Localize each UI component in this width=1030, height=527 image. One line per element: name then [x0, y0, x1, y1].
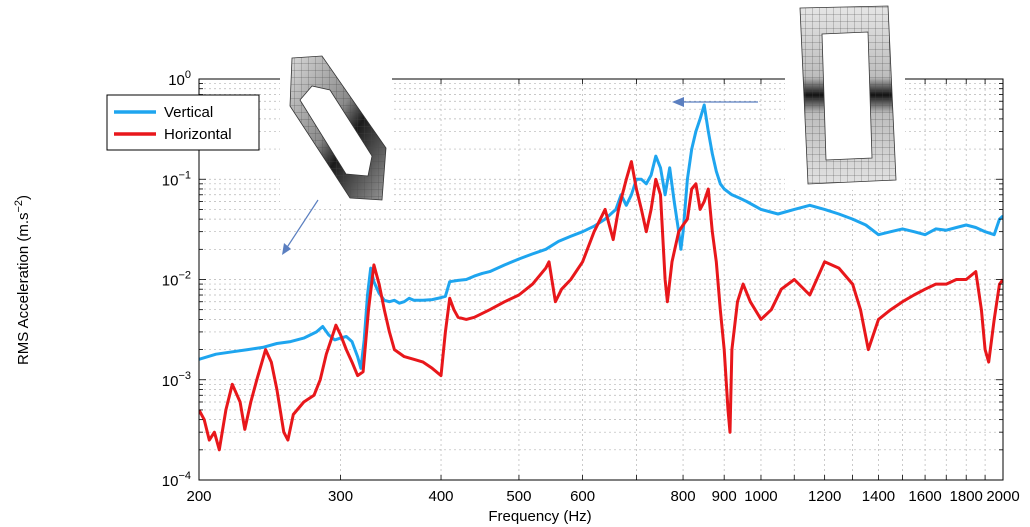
x-tick-label-400: 400 — [429, 488, 454, 505]
y-tick-exponent: −1 — [178, 169, 191, 181]
x-tick-label-1000: 1000 — [744, 488, 777, 505]
x-tick-label-200: 200 — [186, 488, 211, 505]
y-axis-title-main: RMS Acceleration (m.s — [15, 213, 32, 366]
series-layer — [199, 103, 1003, 452]
y-axis-title-exponent: −2 — [13, 200, 25, 213]
legend: Vertical Horizontal — [106, 94, 260, 151]
y-tick-base: 10 — [162, 172, 179, 189]
x-tick-label-1400: 1400 — [862, 488, 895, 505]
y-tick-base: 10 — [162, 373, 179, 390]
mode-shape-inset-330hz — [280, 52, 392, 204]
x-tick-label-2000: 2000 — [986, 488, 1019, 505]
x-tick-label-300: 300 — [328, 488, 353, 505]
y-tick-exponent: 0 — [185, 69, 191, 81]
y-tick-label: 10−2 — [162, 270, 191, 290]
y-tick-base: 10 — [168, 72, 185, 89]
x-tick-label-1200: 1200 — [808, 488, 841, 505]
x-tick-labels: 200 300 400 500 600 800 900 1000 1200 1400 1600 180… — [186, 488, 1019, 505]
y-axis-title-close: ) — [15, 195, 32, 200]
y-tick-label: 10−1 — [162, 169, 191, 189]
y-tick-label: 100 — [168, 69, 191, 89]
y-tick-base: 10 — [162, 273, 179, 290]
y-tick-exponent: −4 — [178, 470, 191, 482]
x-tick-label-600: 600 — [570, 488, 595, 505]
mode-shape-inset-850hz — [785, 2, 905, 190]
series-line-horizontal — [199, 160, 1003, 452]
y-axis-title: RMS Acceleration (m.s−2) — [13, 195, 32, 365]
y-tick-label: 10−3 — [162, 370, 191, 390]
y-tick-exponent: −2 — [178, 270, 191, 282]
x-tick-label-800: 800 — [671, 488, 696, 505]
x-tick-label-500: 500 — [506, 488, 531, 505]
annotation-arrow-330hz — [282, 199, 319, 255]
y-tick-base: 10 — [162, 473, 179, 490]
y-tick-label: 10−4 — [162, 470, 191, 490]
x-axis-title: Frequency (Hz) — [488, 508, 591, 525]
y-tick-exponent: −3 — [178, 370, 191, 382]
legend-box — [106, 94, 260, 151]
legend-label-vertical: Vertical — [164, 104, 213, 121]
x-tick-label-1800: 1800 — [950, 488, 983, 505]
legend-label-horizontal: Horizontal — [164, 126, 232, 143]
x-tick-label-1600: 1600 — [908, 488, 941, 505]
x-tick-label-900: 900 — [712, 488, 737, 505]
annotation-arrow-850hz — [672, 97, 758, 107]
